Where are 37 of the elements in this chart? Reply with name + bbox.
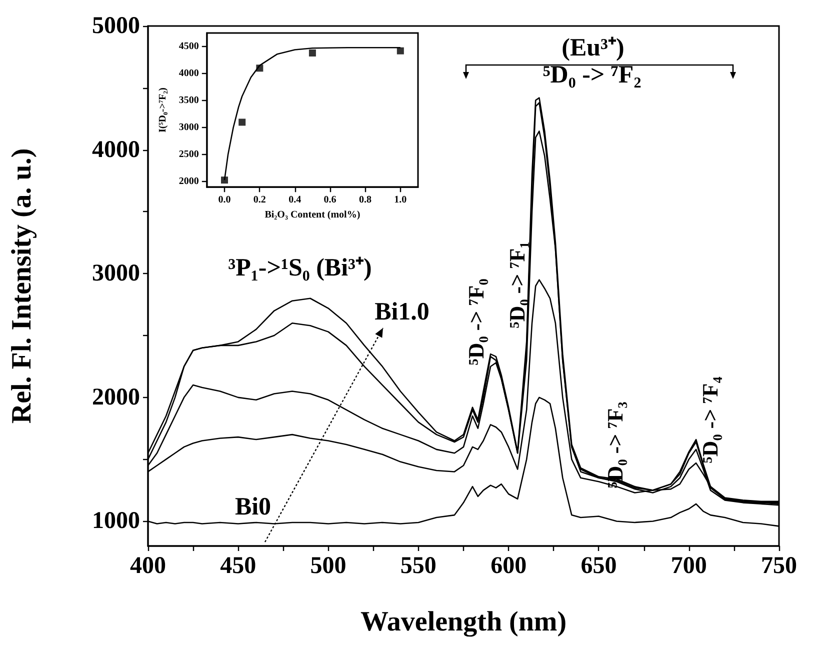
y-tick-label: 1000 — [92, 508, 140, 534]
annotation: ⁵D₀ -> ⁷F₂ — [542, 62, 642, 88]
y-tick-label: 2500 — [178, 149, 199, 160]
x-tick-label: 450 — [220, 553, 256, 579]
annotation: Bi1.0 — [374, 298, 430, 326]
x-axis-title: Wavelength (nm) — [360, 606, 567, 638]
y-axis-title: Rel. Fl. Intensity (a. u.) — [6, 148, 38, 424]
x-tick-label: 0.0 — [218, 194, 231, 206]
x-tick-label: 700 — [670, 553, 707, 579]
x-tick-label: 600 — [490, 553, 527, 579]
y-tick-label: 5000 — [92, 13, 140, 39]
annotation: ⁵D₀ -> ⁷F₄ — [698, 376, 722, 464]
y-tick-label: 4000 — [178, 68, 199, 80]
x-tick-label: 650 — [580, 553, 617, 579]
y-tick-label: 3500 — [178, 95, 199, 106]
x-tick-label: 1.0 — [394, 194, 407, 206]
x-tick-label: 550 — [400, 553, 436, 579]
annotation: ⁵D₀ -> ⁷F₀ — [464, 278, 488, 366]
y-axis-title: I(⁵D₀->⁷F₂) — [158, 88, 168, 133]
annotation: ⁵D₀ -> ⁷F₁ — [504, 242, 530, 328]
x-tick-label: 500 — [310, 553, 346, 579]
y-tick-label: 2000 — [178, 176, 199, 188]
y-tick-label: 4000 — [92, 136, 140, 163]
x-axis-title: Bi₂O₃ Content (mol%) — [264, 210, 360, 220]
x-tick-label: 400 — [130, 553, 166, 579]
x-tick-label: 0.6 — [324, 194, 336, 206]
x-tick-label: 0.4 — [288, 194, 302, 206]
x-tick-label: 0.2 — [253, 194, 266, 206]
y-tick-label: 3000 — [92, 260, 140, 287]
y-tick-label: 2000 — [92, 384, 140, 410]
annotation: (Eu³⁺) — [562, 34, 624, 62]
y-tick-label: 4500 — [178, 41, 199, 52]
x-tick-label: 750 — [761, 553, 797, 579]
annotation: Bi0 — [234, 494, 272, 520]
annotation: ³P₁->¹S₀ (Bi³⁺) — [228, 254, 372, 282]
x-tick-label: 0.8 — [358, 194, 372, 206]
y-tick-label: 3000 — [178, 122, 199, 134]
